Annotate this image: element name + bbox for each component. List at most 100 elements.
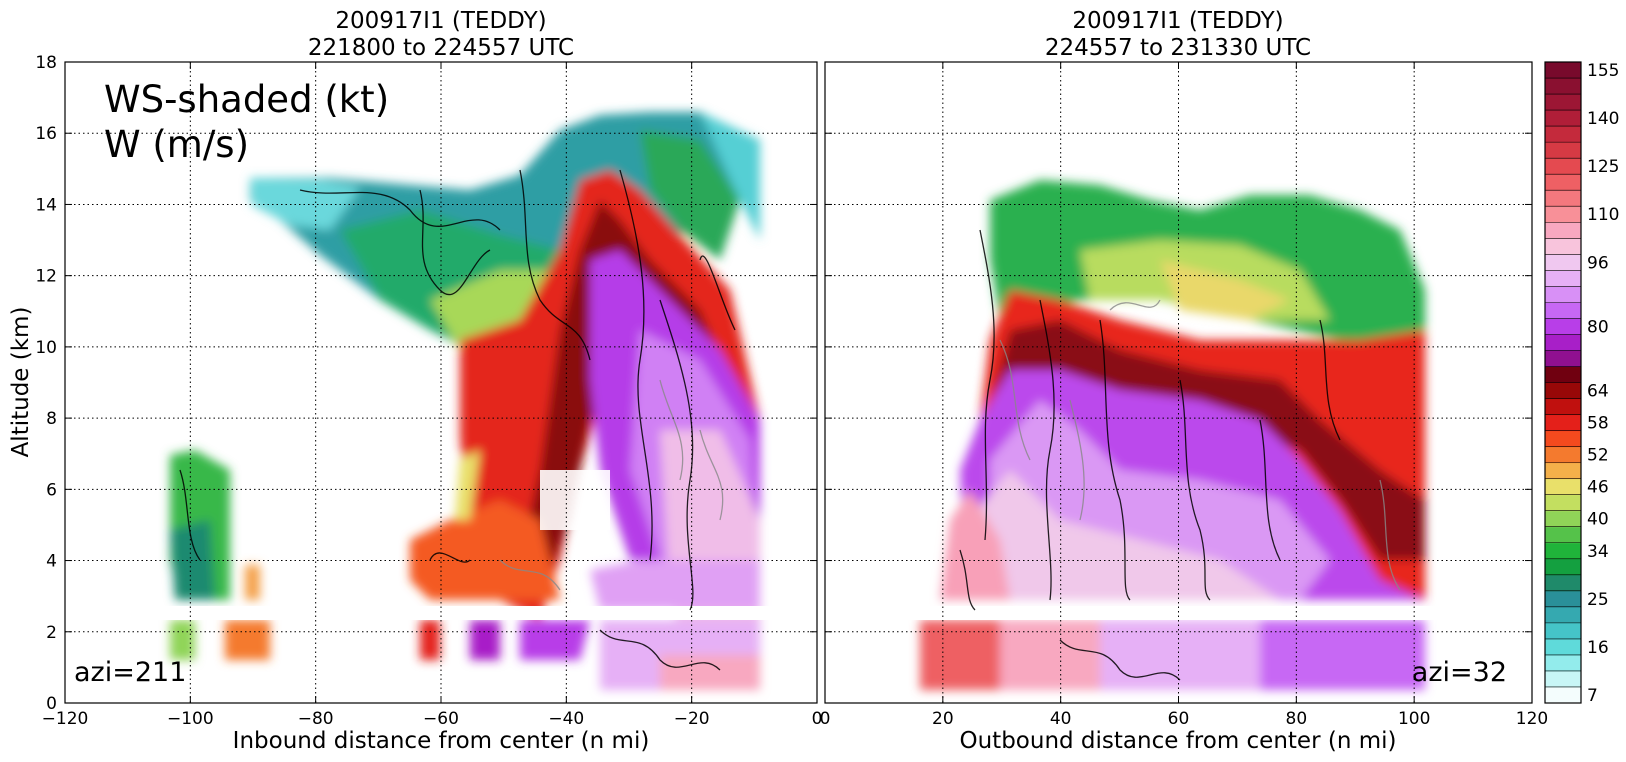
colorbar-tick-label: 110 — [1587, 205, 1619, 225]
colorbar-swatch — [1545, 398, 1581, 416]
right-azimuth-label: azi=32 — [1412, 657, 1507, 688]
colorbar-swatch — [1545, 526, 1581, 544]
colorbar-swatch — [1545, 638, 1581, 656]
y-tick-label: 12 — [35, 267, 57, 287]
colorbar-swatch — [1545, 654, 1581, 672]
colorbar-swatch — [1545, 622, 1581, 640]
left-title-line2: 221800 to 224557 UTC — [308, 35, 574, 61]
right-grid — [825, 62, 1532, 703]
colorbar-swatch — [1545, 142, 1581, 159]
colorbar-swatch — [1545, 318, 1581, 335]
x-tick-label: 100 — [1398, 709, 1430, 729]
right-x-axis-label: Outbound distance from center (n mi) — [960, 728, 1397, 754]
colorbar-swatch — [1545, 254, 1581, 271]
colorbar-swatch — [1545, 462, 1581, 480]
x-tick-label: 20 — [932, 709, 954, 729]
x-tick-label: 120 — [1516, 709, 1548, 729]
colorbar-swatch — [1545, 270, 1581, 287]
x-tick-label: −40 — [548, 709, 584, 729]
colorbar-tick-label: 40 — [1587, 510, 1609, 530]
colorbar-swatch — [1545, 62, 1581, 79]
colorbar-swatch — [1545, 94, 1581, 111]
colorbar-swatch — [1545, 414, 1581, 432]
colorbar-tick-label: 25 — [1587, 590, 1609, 610]
x-tick-label: 40 — [1050, 709, 1072, 729]
right-title-line2: 224557 to 231330 UTC — [1045, 35, 1311, 61]
colorbar-tick-label: 140 — [1587, 109, 1619, 129]
y-tick-label: 18 — [35, 53, 57, 73]
y-axis-label: Altitude (km) — [8, 307, 34, 458]
colorbar-swatch — [1545, 174, 1581, 191]
colorbar-frame — [1544, 61, 1582, 704]
colorbar-swatch — [1545, 238, 1581, 255]
left-title-line1: 200917I1 (TEDDY) — [335, 8, 546, 34]
colorbar-tick-label: 58 — [1587, 414, 1609, 434]
colorbar-tick-label: 80 — [1587, 317, 1609, 337]
colorbar-swatch — [1545, 78, 1581, 95]
colorbar-swatch — [1545, 158, 1581, 175]
colorbar-swatch — [1545, 222, 1581, 239]
x-tick-label: −80 — [298, 709, 334, 729]
right-ticks: 0 20 40 60 80 100 120 — [820, 61, 1548, 729]
colorbar-swatch — [1545, 430, 1581, 448]
x-tick-label: −20 — [674, 709, 710, 729]
colorbar-swatch — [1545, 574, 1581, 592]
x-tick-label: −120 — [42, 709, 89, 729]
colorbar-tick-label: 16 — [1587, 638, 1609, 658]
colorbar-swatch — [1545, 334, 1581, 351]
y-tick-label: 4 — [46, 552, 57, 572]
colorbar-swatch — [1545, 478, 1581, 496]
colorbar-swatch — [1545, 382, 1581, 400]
colorbar-tick-label: 96 — [1587, 253, 1609, 273]
right-panel: 0 20 40 60 80 100 120 200917I1 (TEDDY) 224557 … — [820, 8, 1549, 754]
left-azimuth-label: azi=211 — [74, 657, 186, 688]
colorbar-swatch — [1545, 542, 1581, 560]
colorbar-swatch — [1545, 366, 1581, 383]
y-tick-label: 0 — [46, 694, 57, 714]
colorbar-swatch — [1545, 670, 1581, 688]
colorbar-swatch — [1545, 190, 1581, 207]
colorbar-swatch — [1545, 558, 1581, 576]
colorbar-tick-label: 7 — [1587, 686, 1598, 706]
x-tick-label: −60 — [423, 709, 459, 729]
colorbar-tick-label: 155 — [1587, 61, 1619, 81]
colorbar: 7 16 25 34 40 46 52 58 64 80 96 110 125 140 155 — [1544, 61, 1619, 706]
colorbar-swatch — [1545, 510, 1581, 528]
colorbar-swatch — [1545, 302, 1581, 319]
legend-annotation-line2: W (m/s) — [104, 123, 249, 166]
colorbar-swatch — [1545, 686, 1581, 704]
x-tick-label: −100 — [167, 709, 214, 729]
y-tick-label: 6 — [46, 480, 57, 500]
colorbar-swatch — [1545, 446, 1581, 464]
y-tick-label: 8 — [46, 409, 57, 429]
colorbar-swatch — [1545, 606, 1581, 624]
colorbar-swatch — [1545, 590, 1581, 608]
x-tick-label: 0 — [812, 709, 823, 729]
colorbar-swatch — [1545, 126, 1581, 143]
colorbar-swatch — [1545, 206, 1581, 223]
colorbar-tick-label: 64 — [1587, 382, 1609, 402]
colorbar-tick-label: 46 — [1587, 478, 1609, 498]
x-tick-label: 0 — [820, 709, 831, 729]
colorbar-swatch — [1545, 286, 1581, 303]
colorbar-swatch — [1545, 110, 1581, 127]
left-shading — [65, 112, 817, 690]
legend-annotation-line1: WS-shaded (kt) — [104, 78, 389, 121]
colorbar-tick-label: 52 — [1587, 446, 1609, 466]
right-shading — [825, 180, 1532, 690]
colorbar-swatch — [1545, 494, 1581, 512]
y-tick-label: 14 — [35, 195, 57, 215]
y-tick-label: 2 — [46, 623, 57, 643]
y-tick-label: 16 — [35, 124, 57, 144]
left-ticks: −120 −100 −80 −60 −40 −20 0 0 2 4 6 8 10 12 14 16 18 — [35, 53, 822, 729]
x-tick-label: 80 — [1286, 709, 1308, 729]
left-panel: −120 −100 −80 −60 −40 −20 0 0 2 4 6 8 10 12 14 16 18 200… — [8, 8, 822, 754]
left-x-axis-label: Inbound distance from center (n mi) — [233, 728, 650, 754]
x-tick-label: 60 — [1168, 709, 1190, 729]
right-title-line1: 200917I1 (TEDDY) — [1072, 8, 1283, 34]
colorbar-tick-label: 34 — [1587, 542, 1609, 562]
left-grid — [65, 62, 817, 703]
colorbar-tick-label: 125 — [1587, 157, 1619, 177]
colorbar-swatch — [1545, 350, 1581, 367]
